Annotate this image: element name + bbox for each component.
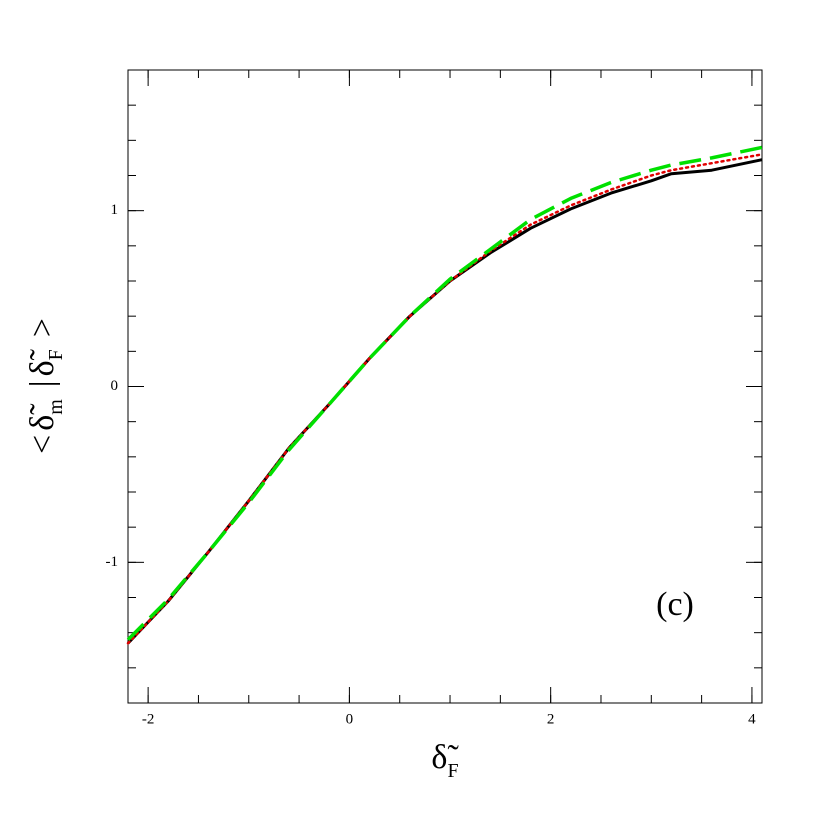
x-label-subscript: F xyxy=(447,760,458,782)
x-tick-label: -2 xyxy=(142,711,155,727)
y-label-part: < xyxy=(24,435,61,454)
y-axis-label: <δ̃m|δ̃F> xyxy=(24,318,67,454)
y-label-subscript: F xyxy=(45,349,67,360)
series-line xyxy=(126,153,764,645)
annotation: (c) xyxy=(656,586,694,623)
series-line xyxy=(126,145,763,641)
y-tick-label: 1 xyxy=(111,202,119,218)
y-tick-label: -1 xyxy=(106,554,119,570)
x-tick-label: 2 xyxy=(547,711,555,727)
y-label-subscript: m xyxy=(45,399,67,415)
series-line xyxy=(126,158,763,645)
x-tick-label: 0 xyxy=(346,711,354,727)
x-tick-label: 4 xyxy=(748,711,756,727)
x-axis-label: δ̃F xyxy=(431,739,459,782)
y-tick-label: 0 xyxy=(111,378,119,394)
y-label-part: | xyxy=(24,380,61,387)
y-label-part: > xyxy=(24,318,61,337)
